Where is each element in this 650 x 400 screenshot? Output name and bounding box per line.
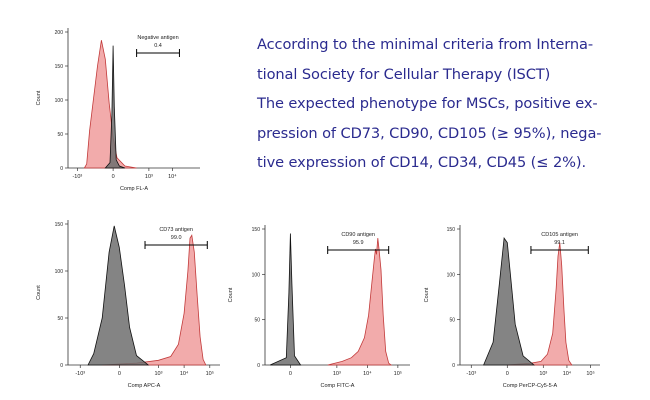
x-tick-label: 0	[506, 371, 509, 377]
x-axis-label: Comp APC-A	[128, 383, 161, 389]
x-tick-label: -10³	[466, 371, 476, 377]
x-tick-label: 10³	[539, 371, 547, 377]
histogram-panel: 0 50 100 150 0 10³ 10⁴ 10⁵ Comp FITC-A Count CD90 …	[228, 225, 410, 389]
y-tick-label: 150	[55, 222, 64, 228]
x-tick-label: -10³	[75, 371, 85, 377]
y-tick-label: 0	[60, 363, 63, 369]
y-axis-label: Count	[36, 90, 42, 105]
description-line: tive expression of CD14, CD34, CD45 (≤ 2…	[257, 154, 587, 171]
y-tick-label: 50	[449, 318, 455, 324]
description-line: pression of CD73, CD90, CD105 (≥ 95%), n…	[257, 124, 602, 142]
y-tick-label: 50	[57, 316, 63, 322]
control-histogram	[104, 45, 126, 169]
gate-value: 95.9	[353, 240, 364, 246]
sample-histogram	[102, 234, 207, 366]
y-tick-label: 0	[452, 363, 455, 369]
sample-histogram	[83, 40, 137, 169]
gate-value: 0.4	[154, 43, 162, 49]
y-tick-label: 0	[257, 363, 260, 369]
x-tick-label: -10³	[72, 174, 82, 180]
histogram-panel: 0 50 100 150 -10³ 0 10³ 10⁴ 10⁵ Comp PerCP-Cy5-5-…	[424, 225, 600, 389]
gate-value: 99.1	[554, 240, 565, 246]
y-tick-label: 50	[57, 132, 63, 138]
control-histogram	[482, 237, 535, 366]
gate-label: CD73 antigen	[159, 227, 193, 233]
description-line: The expected phenotype for MSCs, positiv…	[257, 95, 598, 112]
x-tick-label: 10⁴	[180, 370, 189, 377]
y-axis-label: Count	[36, 285, 42, 300]
x-axis-label: Comp FL-A	[120, 186, 148, 192]
y-tick-label: 200	[55, 30, 64, 36]
y-tick-label: 0	[60, 166, 63, 172]
y-tick-label: 150	[447, 227, 456, 233]
x-tick-label: 10⁵	[206, 370, 214, 377]
x-tick-label: 10³	[154, 371, 162, 377]
histogram-panel: 0 50 100 150 200 -10³ 0 10³ 10⁴ Comp FL-A Count Neg…	[36, 28, 200, 192]
y-tick-label: 150	[55, 64, 64, 70]
description-text: According to the minimal criteria from I…	[257, 30, 642, 178]
gate-label: CD105 antigen	[541, 232, 578, 238]
y-tick-label: 100	[252, 272, 261, 278]
x-tick-label: 10⁴	[168, 173, 177, 180]
sample-histogram	[507, 242, 573, 366]
gate-value: 99.0	[171, 235, 182, 241]
x-tick-label: 0	[289, 371, 292, 377]
x-tick-label: 10⁴	[563, 370, 572, 377]
histogram-panel: 0 50 100 150 -10³ 0 10³ 10⁴ 10⁵ Comp APC-A Count CD…	[36, 220, 220, 389]
x-tick-label: 10³	[333, 371, 341, 377]
y-tick-label: 100	[447, 272, 456, 278]
y-axis-label: Count	[424, 287, 430, 302]
gate-label: Negative antigen	[137, 35, 178, 41]
y-tick-label: 100	[55, 98, 64, 104]
gate-label: CD90 antigen	[341, 232, 375, 238]
x-tick-label: 10⁵	[394, 370, 402, 377]
description-line: According to the minimal criteria from I…	[257, 36, 593, 53]
y-tick-label: 150	[252, 227, 261, 233]
description-line: tional Society for Cellular Therapy (ISC…	[257, 65, 551, 83]
x-tick-label: 0	[118, 371, 121, 377]
y-tick-label: 100	[55, 269, 64, 275]
control-histogram	[269, 233, 302, 366]
x-tick-label: 10³	[145, 174, 153, 180]
control-histogram	[87, 225, 150, 366]
sample-histogram	[327, 238, 393, 366]
y-tick-label: 50	[254, 318, 260, 324]
y-axis-label: Count	[228, 287, 234, 302]
x-tick-label: 0	[112, 174, 115, 180]
x-axis-label: Comp PerCP-Cy5-5-A	[503, 383, 558, 389]
x-axis-label: Comp FITC-A	[321, 383, 355, 389]
x-tick-label: 10⁴	[363, 370, 372, 377]
x-tick-label: 10⁵	[586, 370, 594, 377]
